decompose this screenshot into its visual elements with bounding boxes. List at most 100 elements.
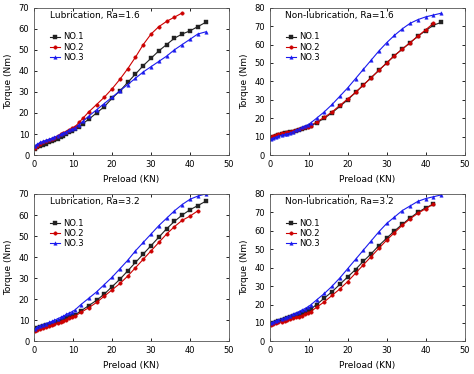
- NO.1: [376, 68, 382, 73]
- NO.3: [94, 108, 100, 112]
- NO.3: [275, 134, 281, 138]
- NO.2: [46, 324, 52, 328]
- NO.3: [133, 76, 138, 80]
- NO.1: [49, 322, 55, 326]
- NO.1: [321, 296, 327, 300]
- NO.1: [179, 213, 185, 217]
- NO.2: [40, 140, 46, 145]
- NO.3: [164, 54, 170, 58]
- NO.1: [407, 40, 413, 45]
- NO.1: [179, 32, 185, 36]
- NO.3: [284, 132, 290, 136]
- NO.2: [299, 313, 305, 318]
- NO.3: [423, 15, 428, 19]
- NO.1: [407, 216, 413, 220]
- NO.1: [66, 315, 72, 319]
- NO.1: [314, 302, 319, 307]
- NO.3: [299, 125, 305, 130]
- NO.2: [55, 321, 60, 325]
- NO.2: [273, 321, 279, 325]
- NO.2: [270, 322, 276, 326]
- NO.3: [376, 49, 382, 53]
- NO.3: [72, 126, 78, 130]
- NO.1: [125, 269, 130, 273]
- NO.2: [35, 143, 40, 148]
- NO.3: [415, 199, 421, 203]
- NO.2: [72, 125, 78, 129]
- NO.3: [109, 275, 115, 279]
- NO.1: [117, 89, 123, 93]
- NO.2: [52, 322, 57, 327]
- NO.3: [117, 267, 123, 271]
- NO.1: [94, 111, 100, 115]
- NO.1: [321, 116, 327, 120]
- NO.1: [284, 316, 290, 321]
- NO.3: [305, 122, 311, 127]
- NO.2: [293, 315, 299, 320]
- NO.1: [40, 324, 46, 328]
- NO.1: [275, 133, 281, 137]
- NO.3: [392, 33, 397, 37]
- NO.2: [360, 83, 366, 87]
- NO.1: [172, 219, 177, 224]
- NO.3: [43, 138, 49, 142]
- NO.3: [407, 21, 413, 25]
- NO.2: [275, 132, 281, 136]
- NO.1: [94, 298, 100, 303]
- NO.3: [35, 325, 40, 329]
- NO.3: [133, 249, 138, 253]
- NO.3: [187, 37, 193, 42]
- NO.3: [55, 316, 60, 321]
- NO.1: [275, 319, 281, 323]
- NO.3: [66, 128, 72, 132]
- NO.1: [376, 243, 382, 248]
- NO.1: [400, 222, 405, 227]
- NO.3: [360, 67, 366, 72]
- NO.3: [55, 134, 60, 138]
- NO.2: [43, 139, 49, 144]
- NO.1: [133, 260, 138, 265]
- NO.1: [35, 145, 40, 149]
- NO.2: [70, 315, 75, 320]
- NO.1: [296, 312, 302, 316]
- NO.1: [305, 308, 311, 313]
- NO.3: [52, 318, 57, 323]
- Y-axis label: Torque (Nm): Torque (Nm): [4, 53, 13, 109]
- NO.1: [156, 49, 162, 53]
- NO.2: [270, 134, 276, 138]
- NO.2: [125, 67, 130, 71]
- NO.3: [284, 315, 290, 319]
- NO.1: [33, 328, 38, 332]
- NO.3: [52, 135, 57, 140]
- NO.3: [43, 321, 49, 326]
- NO.1: [46, 140, 52, 145]
- NO.3: [49, 136, 55, 141]
- NO.2: [284, 318, 290, 322]
- Line: NO.1: NO.1: [269, 21, 443, 140]
- NO.1: [353, 267, 358, 272]
- NO.3: [117, 89, 123, 93]
- NO.2: [321, 115, 327, 120]
- NO.2: [55, 134, 60, 138]
- NO.2: [61, 319, 66, 323]
- NO.3: [329, 284, 335, 288]
- NO.1: [392, 229, 397, 233]
- NO.1: [101, 292, 107, 296]
- NO.2: [133, 55, 138, 59]
- NO.1: [430, 202, 436, 206]
- NO.2: [117, 77, 123, 82]
- NO.2: [179, 11, 185, 15]
- NO.1: [384, 61, 390, 65]
- NO.1: [360, 83, 366, 87]
- NO.2: [64, 317, 69, 322]
- NO.1: [109, 284, 115, 289]
- NO.1: [55, 137, 60, 141]
- NO.3: [430, 13, 436, 17]
- NO.2: [86, 110, 91, 114]
- NO.2: [299, 126, 305, 131]
- NO.1: [291, 314, 296, 318]
- NO.2: [275, 320, 281, 325]
- NO.3: [195, 32, 201, 36]
- NO.1: [33, 147, 38, 151]
- NO.1: [279, 318, 284, 322]
